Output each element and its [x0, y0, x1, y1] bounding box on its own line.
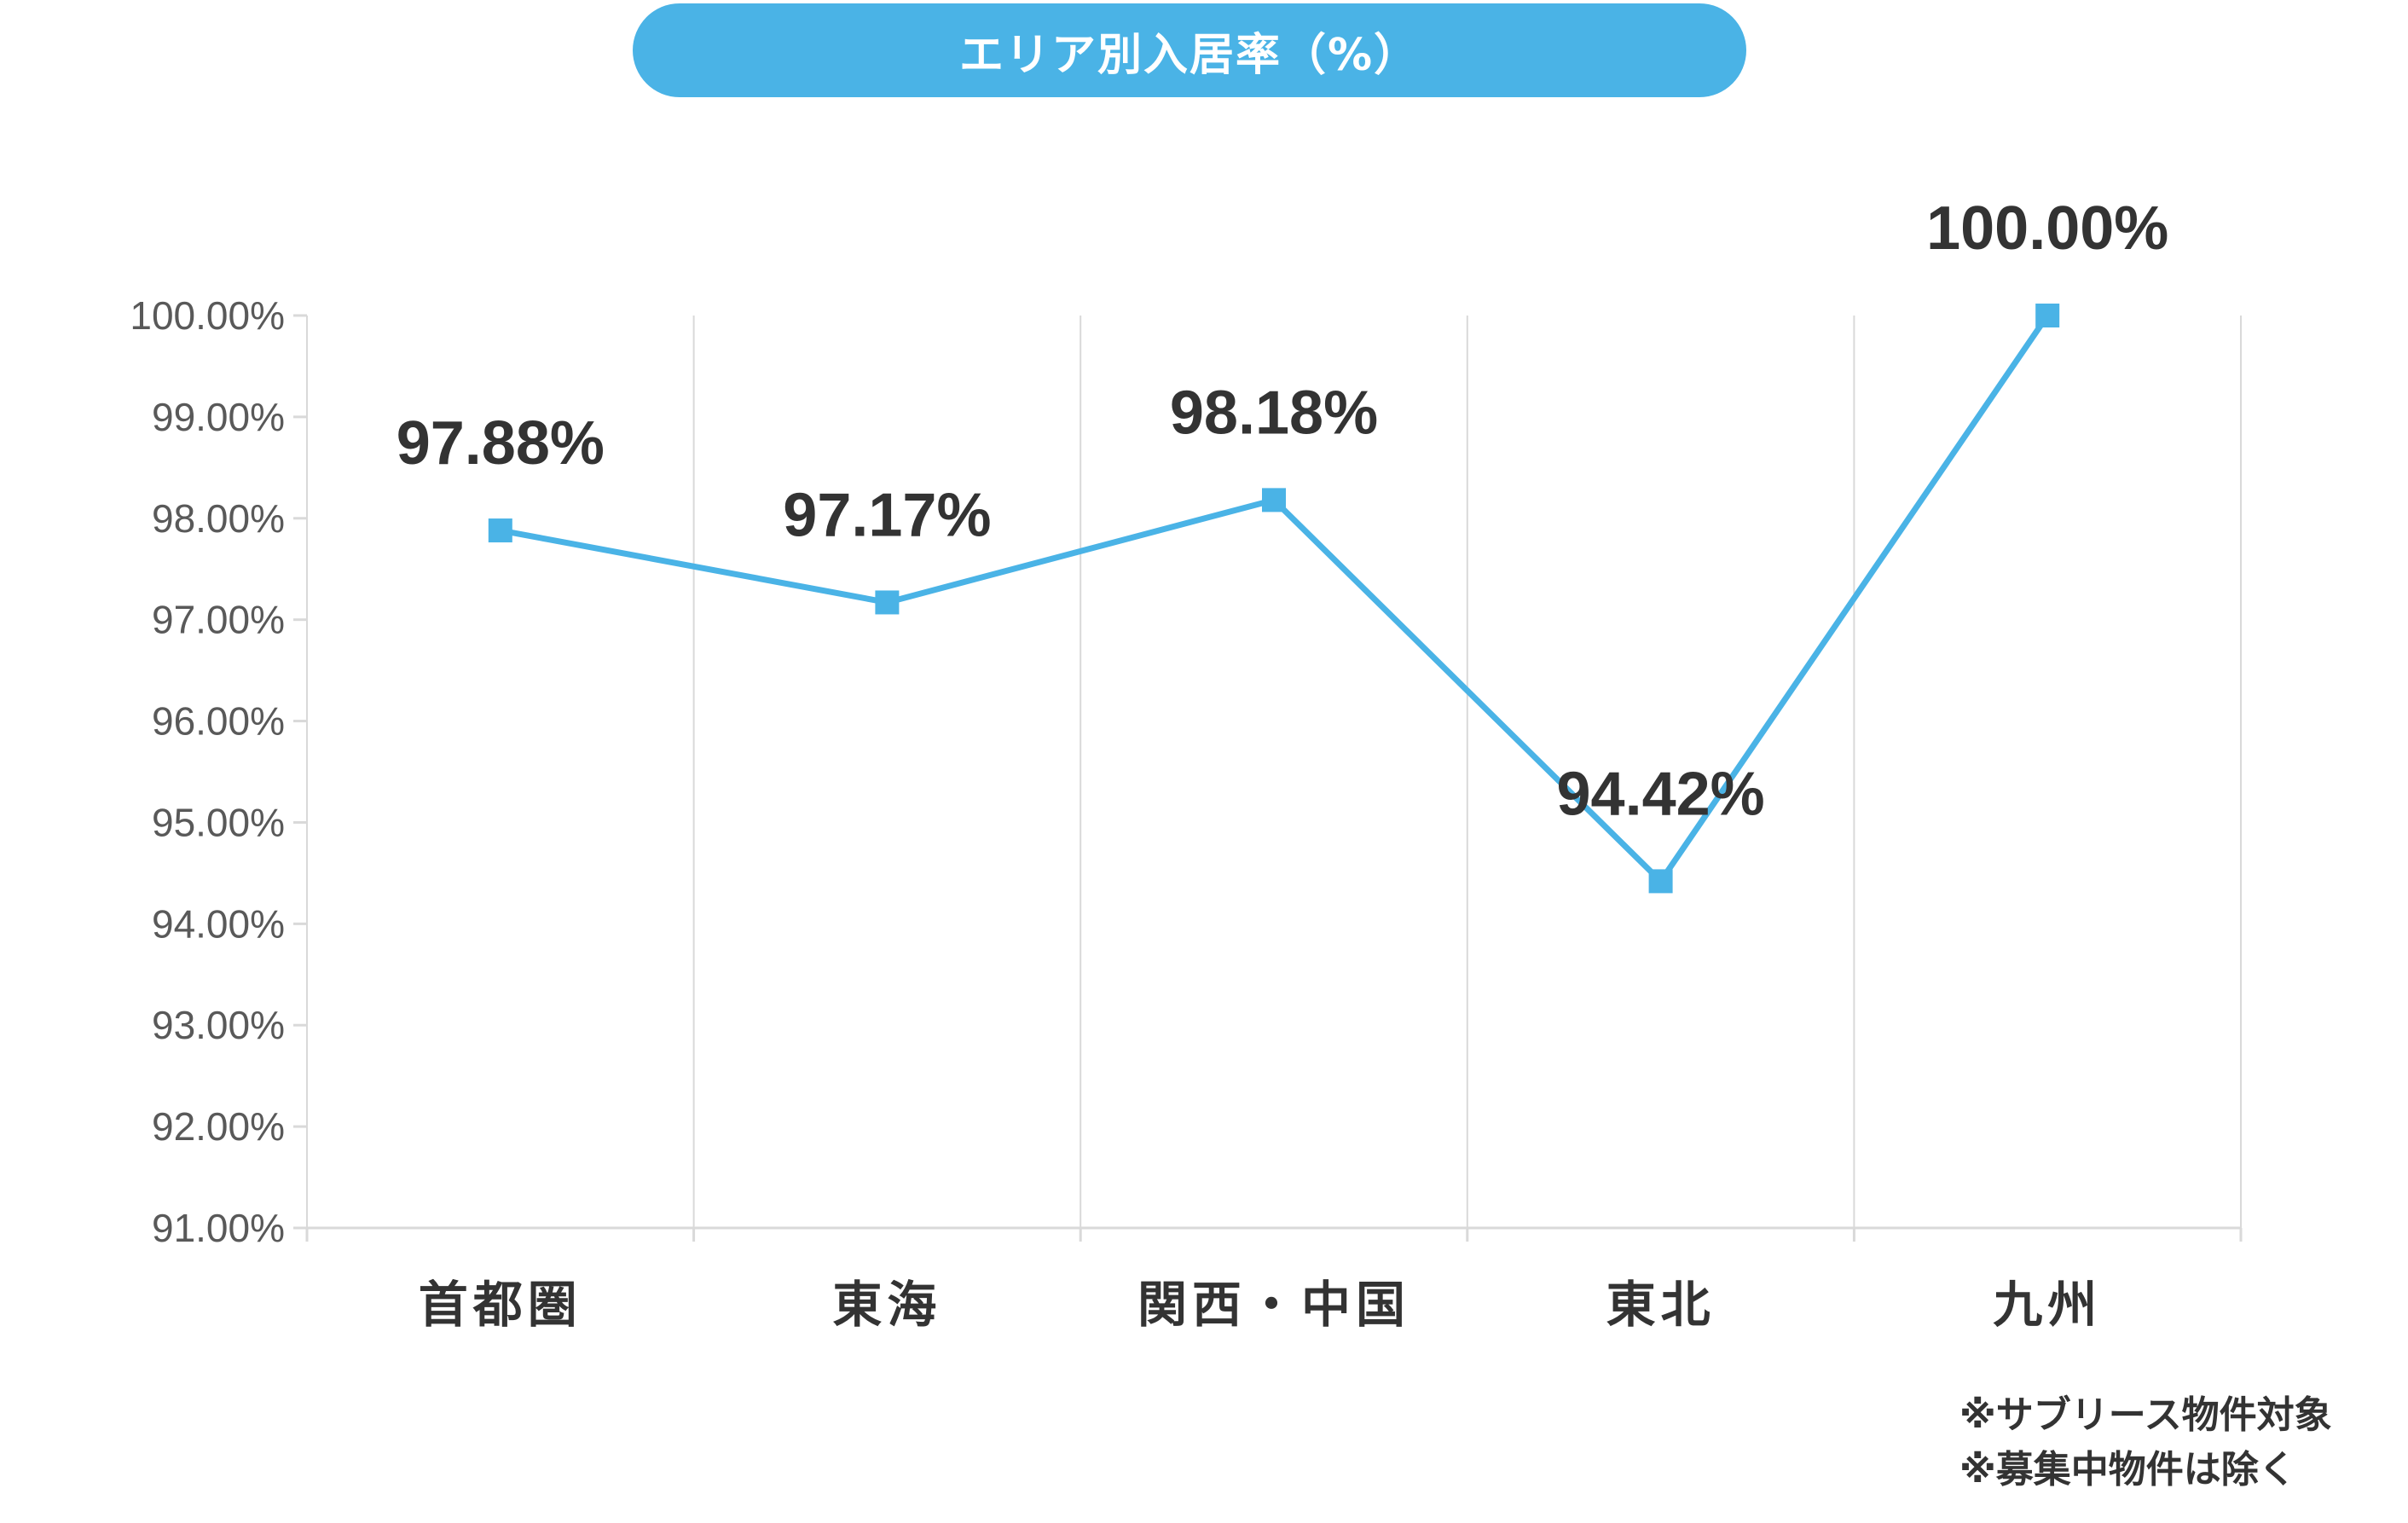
- y-tick-label: 100.00%: [130, 293, 285, 338]
- chart-title: エリア別入居率（%）: [958, 29, 1421, 81]
- data-label: 97.88%: [397, 409, 605, 478]
- data-point-marker: [1262, 488, 1286, 512]
- footnote-vacancy: ※募集中物件は除く: [1959, 1448, 2296, 1491]
- y-tick-label: 95.00%: [152, 800, 285, 844]
- data-label: 98.18%: [1170, 379, 1378, 447]
- chart-title-banner: エリア別入居率（%）: [633, 3, 1746, 97]
- data-point-marker: [1648, 869, 1673, 894]
- footnote-sublease: ※サブリース物件対象: [1959, 1393, 2332, 1437]
- data-point-marker: [875, 590, 900, 615]
- y-tick-label: 93.00%: [152, 1003, 285, 1047]
- data-point-marker: [2035, 304, 2060, 327]
- y-tick-label: 92.00%: [152, 1104, 285, 1149]
- data-label: 100.00%: [1926, 194, 2168, 263]
- x-category-label: 首都圏: [419, 1276, 582, 1334]
- y-tick-label: 98.00%: [152, 496, 285, 541]
- data-label: 94.42%: [1556, 760, 1764, 828]
- y-tick-label: 96.00%: [152, 699, 285, 744]
- x-category-label: 東北: [1606, 1276, 1716, 1334]
- x-category-label: 東海: [832, 1276, 941, 1334]
- footnotes: ※サブリース物件対象 ※募集中物件は除く: [1959, 1388, 2332, 1497]
- data-label: 97.17%: [783, 481, 991, 549]
- data-point-marker: [488, 518, 512, 543]
- y-tick-label: 99.00%: [152, 395, 285, 439]
- x-category-label: 九州: [1993, 1276, 2102, 1334]
- y-tick-label: 97.00%: [152, 598, 285, 642]
- y-tick-label: 94.00%: [152, 901, 285, 946]
- y-tick-label: 91.00%: [152, 1206, 285, 1250]
- x-category-label: 関西・中国: [1137, 1276, 1410, 1334]
